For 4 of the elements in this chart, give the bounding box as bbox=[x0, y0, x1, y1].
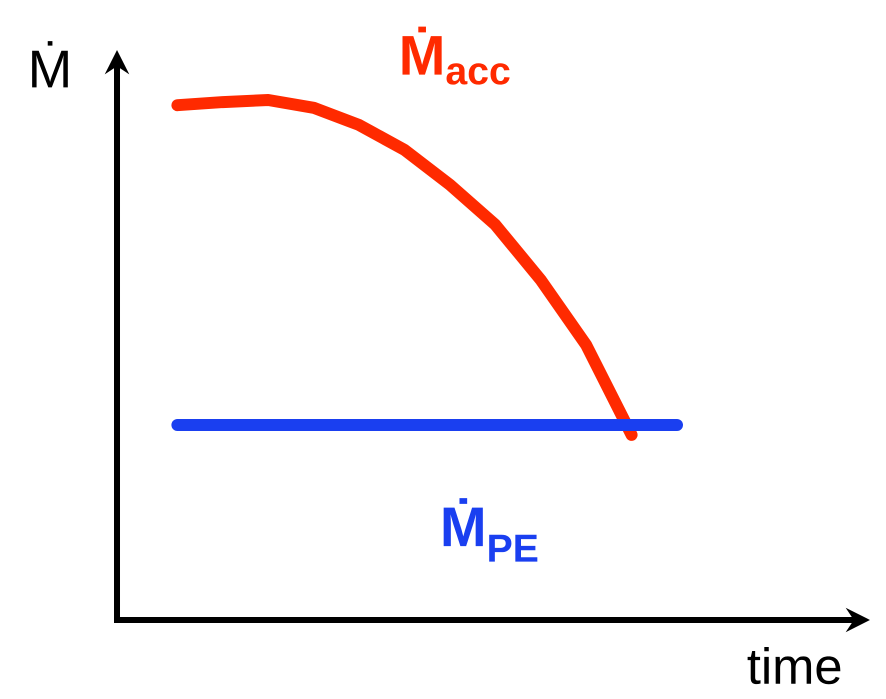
text: Ṁ$_{acc}$ bbox=[402, 26, 510, 85]
x-axis-title: time bbox=[748, 646, 840, 684]
text: Ṁ$_{PE}$ bbox=[444, 498, 538, 562]
y-axis-title: Ṁ bbox=[32, 41, 68, 88]
